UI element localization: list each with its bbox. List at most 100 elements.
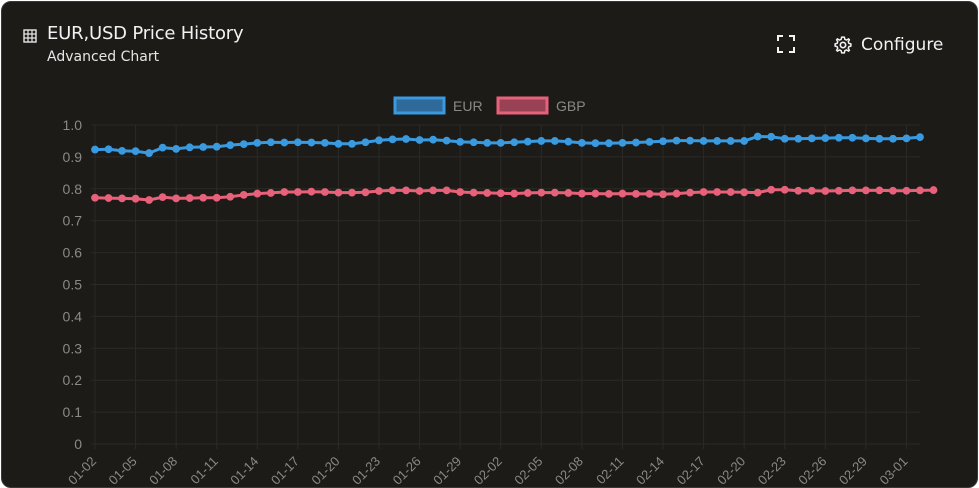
data-point-eur[interactable] bbox=[645, 138, 654, 146]
data-point-eur[interactable] bbox=[321, 138, 329, 147]
data-point-eur[interactable] bbox=[361, 138, 370, 147]
data-point-eur[interactable] bbox=[375, 136, 383, 145]
data-point-gbp[interactable] bbox=[469, 188, 478, 197]
data-point-eur[interactable] bbox=[131, 147, 140, 156]
data-point-gbp[interactable] bbox=[713, 188, 722, 196]
data-point-eur[interactable] bbox=[577, 138, 586, 147]
data-point-gbp[interactable] bbox=[821, 187, 830, 195]
data-point-eur[interactable] bbox=[307, 138, 316, 147]
data-point-eur[interactable] bbox=[848, 133, 857, 142]
data-point-gbp[interactable] bbox=[807, 186, 816, 195]
configure-button[interactable]: Configure bbox=[833, 33, 943, 57]
data-point-gbp[interactable] bbox=[537, 188, 546, 197]
data-point-eur[interactable] bbox=[807, 134, 816, 143]
data-point-gbp[interactable] bbox=[212, 193, 221, 202]
data-point-gbp[interactable] bbox=[199, 193, 208, 202]
data-point-eur[interactable] bbox=[226, 141, 235, 149]
data-point-gbp[interactable] bbox=[686, 188, 694, 197]
data-point-gbp[interactable] bbox=[780, 185, 789, 194]
data-point-eur[interactable] bbox=[794, 134, 803, 143]
data-point-eur[interactable] bbox=[172, 145, 181, 153]
data-point-eur[interactable] bbox=[91, 145, 99, 154]
data-point-gbp[interactable] bbox=[307, 187, 316, 196]
data-point-eur[interactable] bbox=[402, 135, 410, 143]
data-point-gbp[interactable] bbox=[131, 194, 140, 203]
data-point-eur[interactable] bbox=[496, 138, 505, 147]
data-point-gbp[interactable] bbox=[889, 186, 897, 195]
data-point-eur[interactable] bbox=[753, 132, 762, 141]
data-point-gbp[interactable] bbox=[158, 193, 167, 201]
legend-item-gbp[interactable]: GBP bbox=[496, 96, 586, 115]
data-point-eur[interactable] bbox=[916, 133, 924, 142]
data-point-eur[interactable] bbox=[889, 134, 897, 143]
data-point-gbp[interactable] bbox=[496, 189, 505, 198]
data-point-eur[interactable] bbox=[672, 136, 681, 145]
data-point-eur[interactable] bbox=[659, 137, 667, 146]
data-point-gbp[interactable] bbox=[523, 189, 532, 197]
data-point-eur[interactable] bbox=[591, 139, 600, 148]
data-point-gbp[interactable] bbox=[605, 190, 613, 198]
data-point-eur[interactable] bbox=[280, 138, 289, 147]
data-point-eur[interactable] bbox=[293, 138, 302, 147]
data-point-gbp[interactable] bbox=[415, 187, 424, 195]
data-point-gbp[interactable] bbox=[321, 188, 329, 196]
data-point-gbp[interactable] bbox=[361, 188, 370, 197]
data-point-gbp[interactable] bbox=[402, 186, 410, 195]
data-point-gbp[interactable] bbox=[740, 188, 749, 197]
data-point-eur[interactable] bbox=[834, 133, 843, 142]
data-point-gbp[interactable] bbox=[875, 186, 884, 195]
data-point-gbp[interactable] bbox=[672, 189, 681, 198]
data-point-eur[interactable] bbox=[253, 138, 262, 147]
data-point-gbp[interactable] bbox=[172, 194, 181, 203]
data-point-eur[interactable] bbox=[632, 138, 640, 147]
data-point-gbp[interactable] bbox=[753, 188, 762, 197]
data-point-eur[interactable] bbox=[442, 136, 451, 145]
data-point-eur[interactable] bbox=[145, 149, 153, 157]
data-point-gbp[interactable] bbox=[348, 188, 356, 197]
data-point-gbp[interactable] bbox=[659, 190, 667, 199]
data-point-eur[interactable] bbox=[862, 134, 870, 143]
data-point-eur[interactable] bbox=[185, 143, 194, 152]
data-point-eur[interactable] bbox=[686, 136, 694, 145]
data-point-eur[interactable] bbox=[713, 137, 722, 145]
data-point-eur[interactable] bbox=[429, 135, 438, 144]
data-point-gbp[interactable] bbox=[483, 189, 492, 197]
data-point-gbp[interactable] bbox=[848, 186, 857, 195]
data-point-gbp[interactable] bbox=[226, 192, 235, 201]
data-point-eur[interactable] bbox=[902, 134, 911, 143]
data-point-eur[interactable] bbox=[699, 137, 708, 145]
data-point-eur[interactable] bbox=[821, 134, 830, 142]
data-point-gbp[interactable] bbox=[794, 186, 803, 195]
data-point-eur[interactable] bbox=[550, 137, 559, 145]
data-point-gbp[interactable] bbox=[550, 188, 559, 197]
data-point-eur[interactable] bbox=[388, 135, 397, 144]
data-point-gbp[interactable] bbox=[767, 185, 776, 194]
data-point-gbp[interactable] bbox=[442, 186, 451, 195]
data-point-eur[interactable] bbox=[523, 137, 532, 146]
data-point-gbp[interactable] bbox=[834, 186, 843, 195]
data-point-eur[interactable] bbox=[537, 137, 546, 145]
data-point-eur[interactable] bbox=[199, 143, 208, 151]
data-point-gbp[interactable] bbox=[91, 193, 99, 202]
data-point-eur[interactable] bbox=[740, 137, 749, 145]
data-point-eur[interactable] bbox=[605, 139, 613, 148]
data-point-gbp[interactable] bbox=[456, 188, 465, 196]
data-point-gbp[interactable] bbox=[699, 188, 708, 196]
data-point-eur[interactable] bbox=[726, 137, 735, 145]
data-point-gbp[interactable] bbox=[645, 190, 654, 198]
data-point-eur[interactable] bbox=[483, 138, 492, 147]
data-point-gbp[interactable] bbox=[145, 196, 153, 204]
data-point-gbp[interactable] bbox=[632, 190, 640, 198]
data-point-eur[interactable] bbox=[266, 138, 275, 147]
data-point-gbp[interactable] bbox=[375, 187, 383, 195]
legend-item-eur[interactable]: EUR bbox=[393, 96, 483, 115]
data-point-gbp[interactable] bbox=[118, 194, 126, 203]
data-point-eur[interactable] bbox=[104, 145, 113, 154]
data-point-gbp[interactable] bbox=[577, 189, 586, 198]
data-point-gbp[interactable] bbox=[618, 189, 627, 198]
data-point-eur[interactable] bbox=[158, 143, 167, 152]
data-point-gbp[interactable] bbox=[185, 194, 194, 202]
data-point-gbp[interactable] bbox=[510, 189, 519, 198]
data-point-gbp[interactable] bbox=[564, 189, 573, 197]
data-point-eur[interactable] bbox=[348, 139, 356, 148]
